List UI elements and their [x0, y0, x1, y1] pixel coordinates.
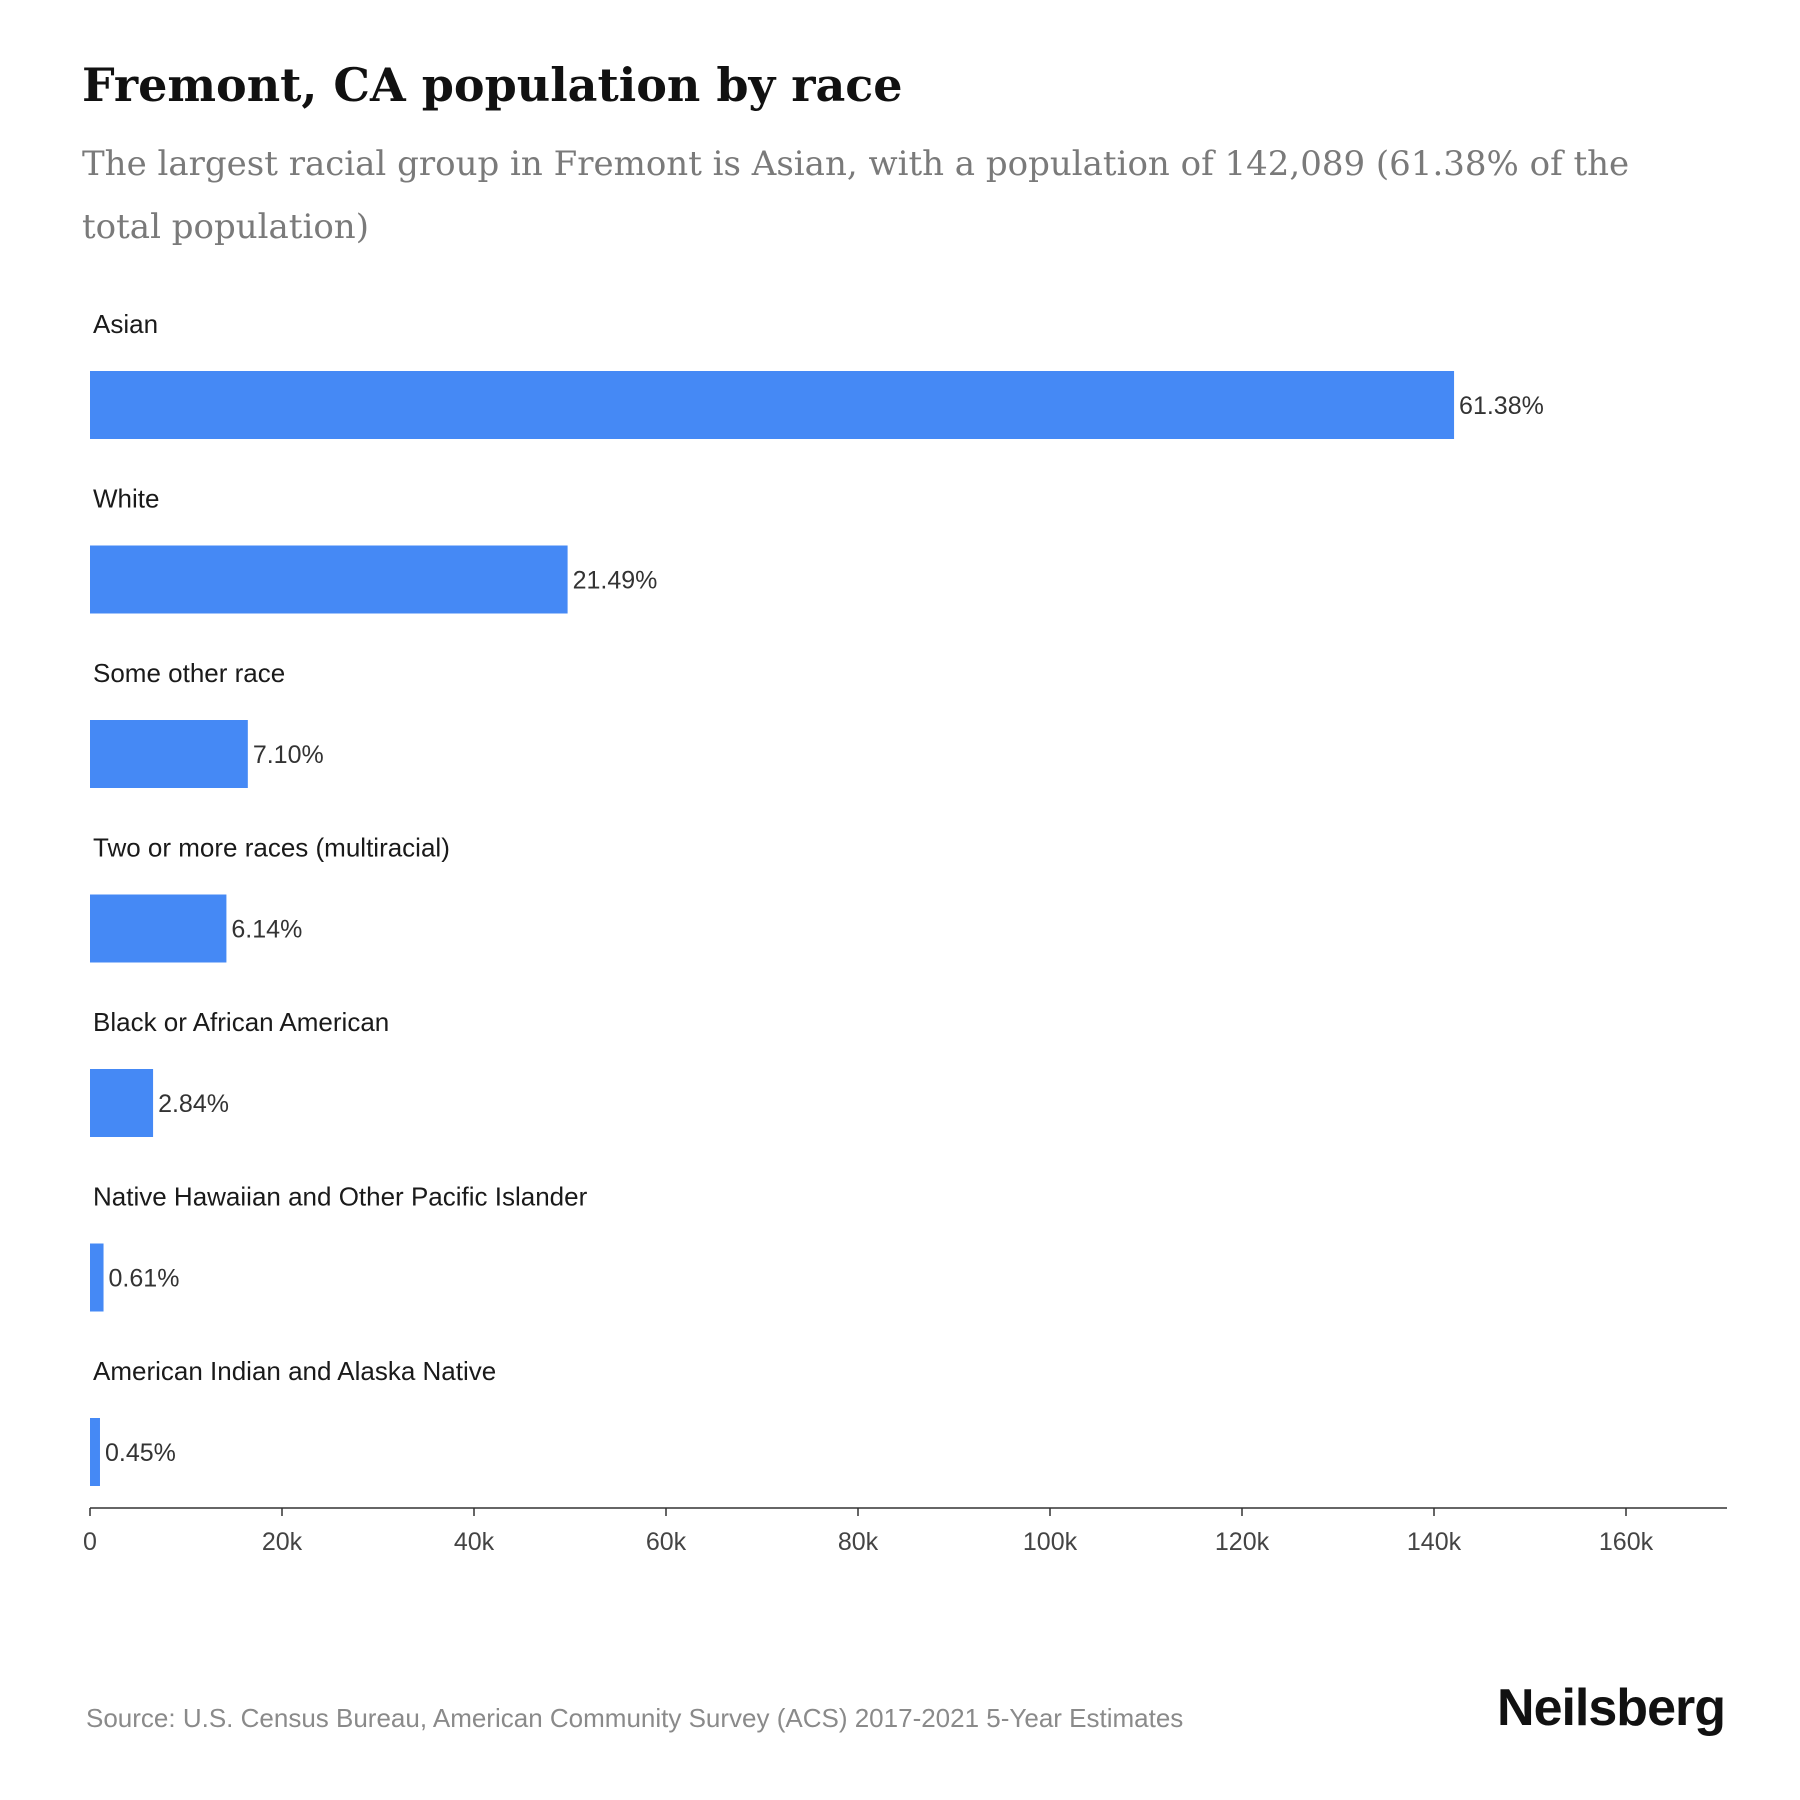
x-tick-label: 100k	[1023, 1528, 1078, 1556]
category-label: Native Hawaiian and Other Pacific Island…	[93, 1182, 588, 1212]
x-tick-label: 0	[83, 1528, 97, 1556]
bar	[90, 545, 568, 614]
x-tick-label: 80k	[838, 1528, 879, 1556]
data-label: 6.14%	[231, 916, 302, 944]
x-tick-label: 20k	[262, 1528, 303, 1556]
bars-layer: Asian 61.38% White 21.49% Some other race 7.1…	[90, 309, 1544, 1486]
category-label: Asian	[93, 309, 158, 339]
x-tick-label: 60k	[646, 1528, 687, 1556]
bar	[90, 894, 227, 963]
bar	[90, 1069, 154, 1137]
brand-logo: Neilsberg	[1497, 1679, 1726, 1737]
bar	[90, 1243, 104, 1312]
data-label: 0.45%	[105, 1439, 176, 1467]
category-label: Some other race	[93, 658, 285, 688]
x-tick-label: 140k	[1407, 1528, 1462, 1556]
x-tick-label: 160k	[1599, 1528, 1654, 1556]
data-label: 61.38%	[1459, 392, 1544, 420]
category-label: Black or African American	[93, 1007, 389, 1037]
bar	[90, 371, 1455, 439]
source-note: Source: U.S. Census Bureau, American Com…	[86, 1703, 1184, 1733]
category-label: White	[93, 484, 159, 514]
x-tick-label: 40k	[454, 1528, 495, 1556]
data-label: 21.49%	[573, 567, 658, 595]
category-label: Two or more races (multiracial)	[93, 833, 450, 863]
x-axis: 0 20k 40k 60k 80k 100k 120k 140k 160k	[83, 1507, 1727, 1556]
chart-title: Fremont, CA population by race	[82, 58, 903, 112]
data-label: 7.10%	[253, 741, 324, 769]
data-label: 0.61%	[109, 1265, 180, 1293]
bar	[90, 1418, 100, 1486]
chart-subtitle: The largest racial group in Fremont is A…	[82, 144, 1630, 247]
x-tick-label: 120k	[1215, 1528, 1270, 1556]
bar	[90, 720, 248, 788]
data-label: 2.84%	[158, 1090, 229, 1118]
category-label: American Indian and Alaska Native	[93, 1356, 496, 1386]
